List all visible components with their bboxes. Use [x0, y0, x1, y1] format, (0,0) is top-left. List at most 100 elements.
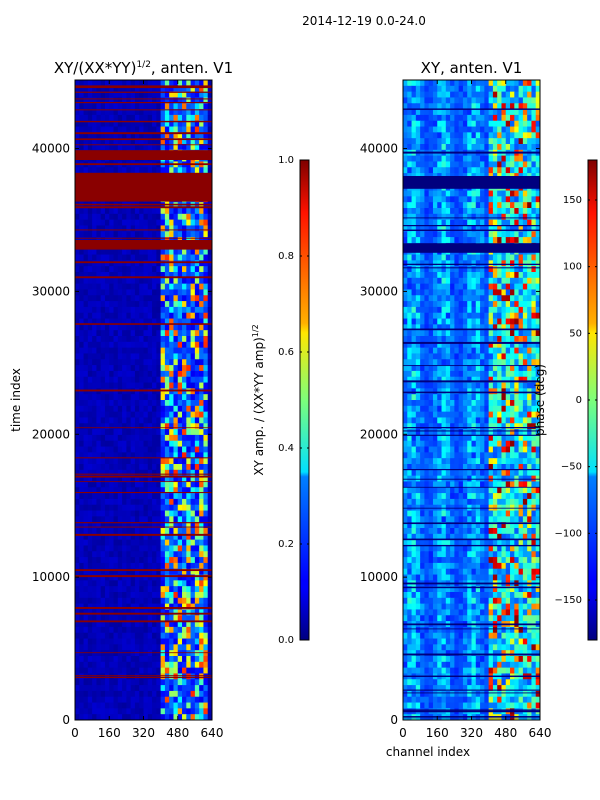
left-image-cell — [134, 446, 140, 453]
left-image-cell — [194, 219, 200, 227]
left-image-cell — [173, 85, 179, 93]
left-image-cell — [169, 417, 175, 424]
left-image-cell — [130, 498, 136, 506]
left-image-cell — [87, 376, 93, 384]
left-image-cell — [169, 365, 175, 372]
left-image-cell — [164, 551, 170, 558]
left-image-cell — [79, 231, 85, 238]
left-image-cell — [79, 289, 85, 296]
left-image-cell — [203, 260, 209, 267]
right-image-cell — [450, 324, 455, 331]
left-image-cell — [117, 562, 123, 570]
left-image-cell — [113, 667, 119, 675]
left-image-cell — [87, 277, 93, 285]
left-image-cell — [156, 405, 162, 413]
left-image-cell — [87, 336, 93, 343]
right-image-cell — [441, 208, 447, 215]
right-image-cell — [403, 126, 408, 133]
left-image-cell — [79, 417, 85, 424]
left-image-cell — [173, 621, 179, 628]
right-image-cell — [471, 132, 477, 139]
right-image-cell — [428, 260, 434, 267]
left-image-cell — [199, 405, 205, 413]
right-image-cell — [522, 225, 528, 232]
right-image-cell — [527, 114, 533, 122]
left-image-cell — [186, 685, 192, 692]
right-image-cell — [445, 161, 451, 168]
left-image-cell — [177, 708, 183, 715]
right-image-cell — [450, 196, 455, 203]
left-image-cell — [143, 353, 149, 360]
left-image-cell — [75, 690, 80, 698]
left-image-cell — [164, 452, 170, 459]
left-image-cell — [126, 370, 132, 378]
left-image-cell — [194, 388, 200, 395]
left-image-cell — [96, 539, 102, 547]
right-image-cell — [420, 231, 426, 238]
right-image-cell — [441, 231, 447, 238]
left-image-cell — [152, 301, 157, 308]
left-image-cell — [117, 324, 123, 331]
left-image-cell — [182, 254, 187, 261]
left-image-cell — [75, 487, 80, 494]
left-image-cell — [152, 626, 157, 634]
right-image-cell — [415, 301, 421, 308]
left-image-cell — [169, 615, 175, 622]
left-image-cell — [117, 167, 123, 174]
right-image-cell — [437, 225, 443, 232]
left-image-cell — [203, 318, 209, 325]
left-image-cell — [207, 603, 212, 611]
left-image-cell — [203, 574, 209, 581]
left-image-cell — [83, 213, 89, 221]
left-image-cell — [147, 283, 153, 291]
left-image-cell — [152, 260, 157, 267]
left-image-cell — [100, 661, 106, 669]
right-image-cell — [437, 277, 443, 285]
left-image-cell — [79, 679, 85, 686]
left-image-cell — [152, 551, 157, 558]
left-image-cell — [122, 225, 127, 232]
right-image-cell — [497, 155, 503, 163]
left-image-cell — [79, 609, 85, 616]
left-image-cell — [104, 289, 110, 296]
left-image-cell — [169, 91, 175, 99]
left-image-cell — [160, 650, 166, 657]
left-image-cell — [109, 469, 115, 477]
left-image-cell — [79, 365, 85, 372]
right-image-cell — [407, 213, 413, 221]
left-image-cell — [147, 621, 153, 628]
left-image-cell — [169, 312, 175, 320]
left-image-cell — [152, 644, 157, 651]
right-image-cell — [424, 97, 430, 104]
left-image-cell — [139, 493, 145, 500]
right-image-cell — [471, 196, 477, 203]
left-image-cell — [194, 370, 200, 378]
right-image-cell — [415, 225, 421, 232]
left-image-cell — [160, 144, 166, 151]
left-image-cell — [156, 167, 162, 174]
left-image-cell — [117, 702, 123, 709]
left-image-cell — [109, 301, 115, 308]
left-image-cell — [134, 301, 140, 308]
right-image-cell — [411, 126, 417, 133]
left-image-cell — [122, 167, 127, 174]
left-image-cell — [160, 301, 166, 308]
right-image-cell — [510, 120, 515, 128]
left-image-cell — [122, 370, 127, 378]
left-image-cell — [79, 295, 85, 302]
left-image-cell — [177, 429, 183, 436]
right-image-cell — [514, 301, 520, 308]
left-image-cell — [79, 656, 85, 663]
left-image-cell — [83, 85, 89, 93]
left-image-cell — [186, 597, 192, 605]
left-image-cell — [104, 97, 110, 104]
left-image-cell — [152, 213, 157, 221]
right-image-cell — [471, 103, 477, 110]
left-image-cell — [104, 370, 110, 378]
left-image-cell — [194, 679, 200, 686]
left-panel-title: XY/(XX*YY)1/2, anten. V1 — [54, 59, 233, 77]
left-image-cell — [130, 132, 136, 139]
left-image-cell — [134, 638, 140, 645]
left-image-cell — [139, 679, 145, 686]
left-image-cell — [113, 626, 119, 634]
